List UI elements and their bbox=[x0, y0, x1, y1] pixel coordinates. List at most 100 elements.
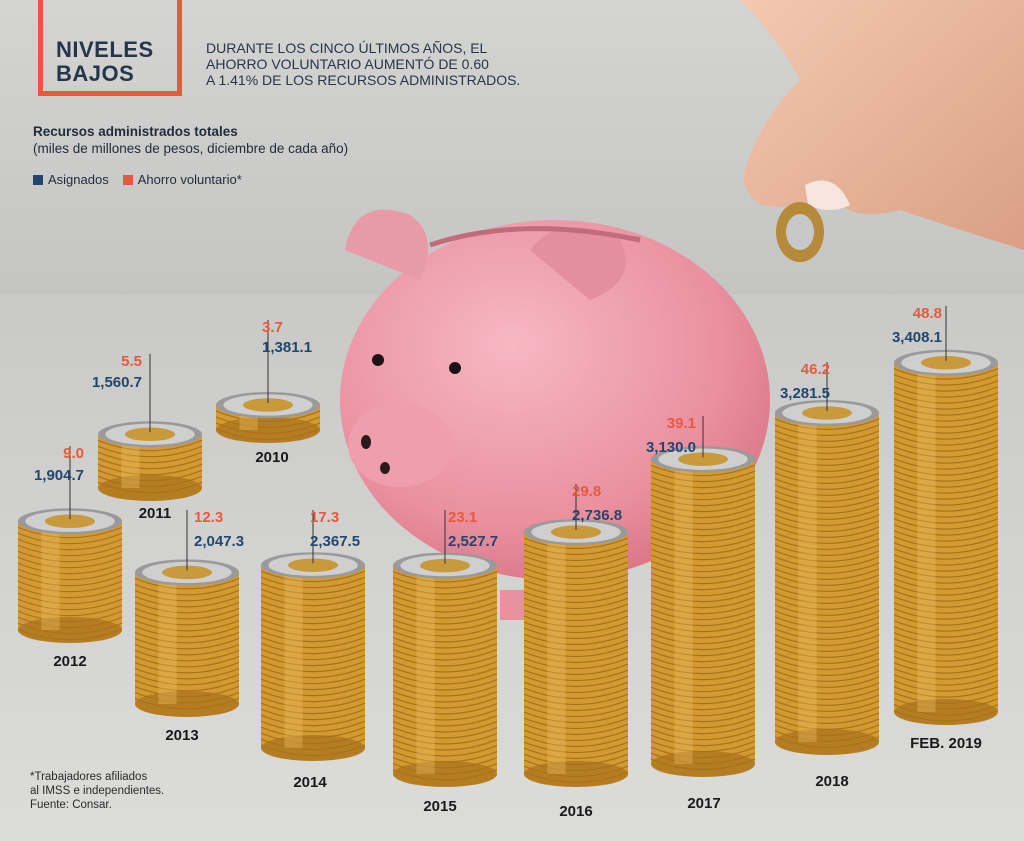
coin-edge bbox=[893, 536, 999, 548]
coin-edge bbox=[392, 679, 498, 691]
coin-edge bbox=[774, 436, 880, 448]
coin-edge bbox=[392, 589, 498, 601]
coin-edge bbox=[774, 454, 880, 466]
coin-stack-highlight bbox=[41, 521, 60, 630]
coin-edge bbox=[893, 680, 999, 692]
coin-edge bbox=[392, 601, 498, 613]
coin-edge bbox=[523, 633, 629, 646]
coin-edge bbox=[650, 608, 756, 621]
coin-edge bbox=[17, 556, 123, 569]
coin-edge bbox=[523, 579, 629, 592]
coin-edge bbox=[650, 566, 756, 579]
value-label-asignados: 3,130.0 bbox=[646, 439, 696, 456]
coin-edge bbox=[392, 607, 498, 619]
coin-edge bbox=[650, 590, 756, 603]
coin-edge bbox=[392, 715, 498, 727]
coin-edge bbox=[134, 655, 240, 668]
top-coin-center bbox=[678, 452, 728, 466]
coin-edge bbox=[17, 610, 123, 623]
year-label: FEB. 2019 bbox=[910, 735, 982, 752]
legend-swatch-asignados bbox=[33, 174, 43, 185]
coin-edge bbox=[893, 458, 999, 470]
coin-edge bbox=[523, 765, 629, 778]
coin-edge bbox=[774, 574, 880, 586]
coin-edge bbox=[893, 464, 999, 476]
coin-edge bbox=[260, 720, 366, 733]
coin-edge bbox=[893, 368, 999, 380]
coin-stack-base bbox=[98, 475, 202, 501]
coin-edge bbox=[650, 668, 756, 681]
coin-edge bbox=[774, 430, 880, 442]
year-label: 2011 bbox=[139, 505, 172, 522]
coin-edge bbox=[893, 470, 999, 482]
title-line-1: NIVELES bbox=[56, 37, 154, 62]
value-label-asignados: 2,527.7 bbox=[448, 533, 498, 550]
value-label-voluntario: 9.0 bbox=[63, 445, 84, 462]
coin-edge bbox=[523, 675, 629, 688]
coin-edge bbox=[523, 591, 629, 604]
coin-edge bbox=[215, 428, 321, 440]
coin-edge bbox=[893, 692, 999, 704]
coin-edge bbox=[774, 634, 880, 646]
coin-edge bbox=[260, 714, 366, 727]
coin-edge bbox=[392, 751, 498, 763]
coin-edge bbox=[650, 692, 756, 705]
coin-edge bbox=[392, 577, 498, 589]
coin-edge bbox=[893, 620, 999, 632]
coin-edge bbox=[774, 694, 880, 706]
coin-edge bbox=[893, 584, 999, 596]
coin-edge bbox=[650, 752, 756, 765]
coin-edge bbox=[774, 676, 880, 688]
coin-edge bbox=[650, 536, 756, 549]
title-frame bbox=[38, 0, 182, 96]
coin-edge bbox=[260, 708, 366, 721]
coin-edge bbox=[650, 650, 756, 663]
coin-edge bbox=[893, 410, 999, 422]
coin-edge bbox=[650, 554, 756, 567]
coin-edge bbox=[650, 572, 756, 585]
coin-edge bbox=[893, 416, 999, 428]
coin-edge bbox=[17, 562, 123, 575]
coin-edge bbox=[523, 615, 629, 628]
coin-edge bbox=[523, 621, 629, 634]
coin-edge bbox=[774, 724, 880, 736]
coin-edge bbox=[523, 651, 629, 664]
coin-edge bbox=[523, 663, 629, 676]
coin-edge bbox=[392, 667, 498, 679]
coin-edge bbox=[392, 763, 498, 775]
coin-edge bbox=[893, 542, 999, 554]
coin-edge bbox=[893, 614, 999, 626]
coin-edge bbox=[650, 464, 756, 477]
coin-edge bbox=[392, 673, 498, 685]
coin-stack-highlight bbox=[917, 362, 936, 712]
coin-edge bbox=[893, 698, 999, 710]
coin-edge bbox=[392, 619, 498, 631]
coin-edge bbox=[392, 703, 498, 715]
value-label-asignados: 1,381.1 bbox=[262, 339, 312, 356]
coin-edge bbox=[893, 482, 999, 494]
coin-edge bbox=[523, 549, 629, 562]
coin-edge bbox=[134, 661, 240, 674]
value-label-asignados: 3,281.5 bbox=[780, 385, 830, 402]
top-coin-center bbox=[162, 565, 212, 580]
coin-edge bbox=[774, 712, 880, 724]
coin-edge bbox=[392, 697, 498, 709]
coin-edge bbox=[893, 644, 999, 656]
coin-edge bbox=[650, 740, 756, 753]
coin-edge bbox=[774, 598, 880, 610]
coin-edge bbox=[215, 416, 321, 428]
year-label: 2017 bbox=[687, 795, 720, 812]
coin-edge bbox=[134, 649, 240, 662]
coin-edge bbox=[774, 622, 880, 634]
value-label-asignados: 2,736.8 bbox=[572, 507, 622, 524]
coin-edge bbox=[774, 628, 880, 640]
coin-stack-base bbox=[775, 729, 879, 755]
coin-edge bbox=[17, 598, 123, 611]
coin-edge bbox=[17, 592, 123, 605]
top-coin-center bbox=[243, 398, 293, 412]
coin-edge bbox=[774, 568, 880, 580]
coin-edge bbox=[97, 451, 203, 464]
coin-edge bbox=[523, 603, 629, 616]
coin-edge bbox=[893, 440, 999, 452]
coin-edge bbox=[893, 608, 999, 620]
